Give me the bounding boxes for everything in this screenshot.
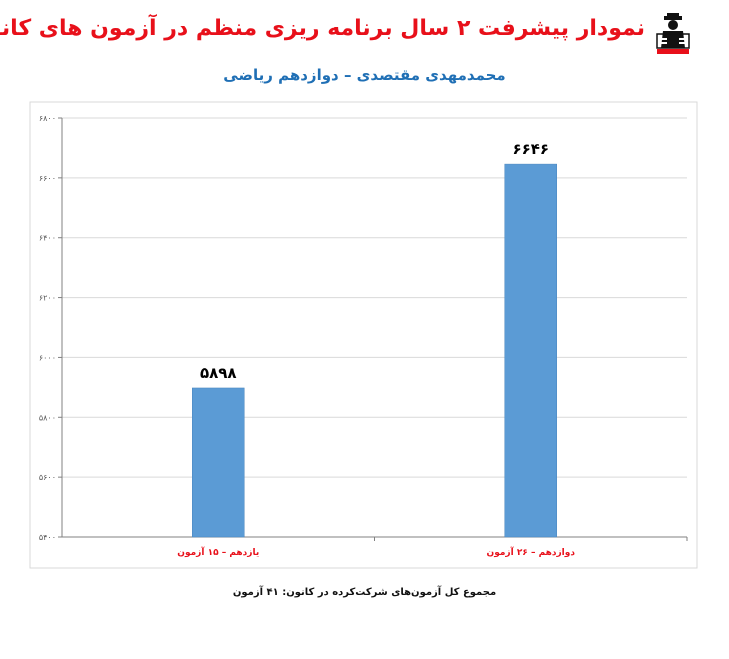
y-tick-label: ۶۲۰۰ (39, 294, 56, 303)
x-tick-label: دوازدهم – ۲۶ آزمون (487, 546, 576, 558)
y-tick-label: ۶۸۰۰ (39, 114, 56, 123)
y-tick-label: ۵۶۰۰ (39, 473, 56, 482)
y-tick-label: ۶۴۰۰ (39, 234, 56, 243)
chart-subtitle: محمدمهدی مقتصدی – دوازدهم ریاضی (223, 66, 506, 84)
kanoon-logo-icon (651, 12, 695, 56)
bar (192, 387, 245, 538)
y-tick-label: ۵۴۰۰ (39, 533, 56, 542)
data-label: ۵۸۹۸ (200, 364, 237, 382)
chart-area-border (29, 101, 698, 569)
y-tick-label: ۶۰۰۰ (39, 353, 56, 362)
x-tick-label: یازدهم – ۱۵ آزمون (177, 546, 259, 558)
page-title: نمودار پیشرفت ۲ سال برنامه ریزی منظم در … (0, 16, 645, 41)
bar (504, 163, 557, 538)
bar-chart: ۵۴۰۰ ۵۶۰۰ ۵۸۰۰ ۶۰۰۰ ۶۲۰۰ ۶۴۰۰ ۶۶۰۰ ۶۸۰۰ ۵۸۹۸ یازد… (29, 101, 698, 569)
y-tick-label: ۵۸۰۰ (39, 413, 56, 422)
y-tick-label: ۶۶۰۰ (39, 174, 56, 183)
total-exams-note: مجموع کل آزمون‌های شرکت‌کرده در کانون: ۴… (232, 587, 497, 598)
data-label: ۶۶۴۶ (512, 140, 549, 158)
